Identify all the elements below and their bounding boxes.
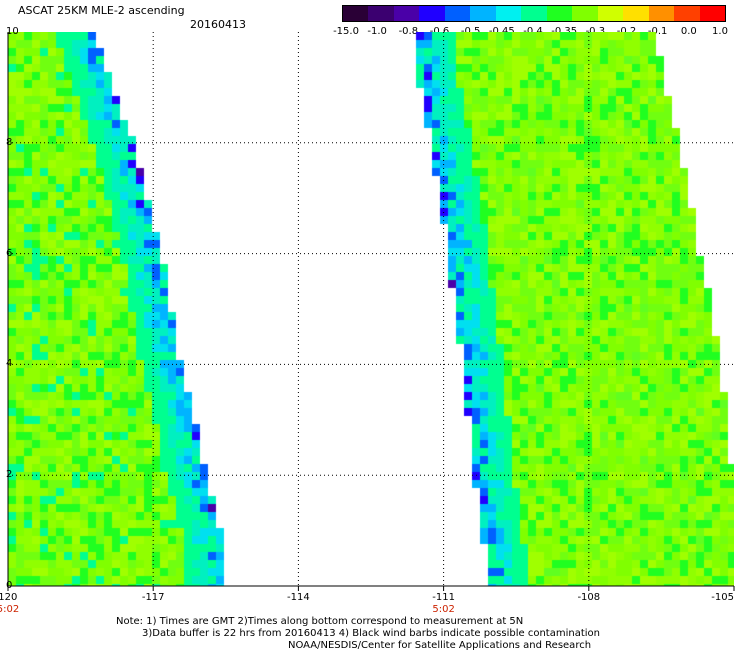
colorbar-label: -0.35 [551,26,577,37]
y-tick-label: 2 [6,469,13,481]
colorbar-swatch [674,6,700,21]
colorbar-label: -0.2 [617,26,637,37]
x-tick-label: -117 [141,592,165,603]
y-tick-label: 10 [6,26,19,37]
colorbar-swatch [393,6,420,21]
colorbar-label: -0.4 [523,26,543,37]
note-line-2: 3)Data buffer is 22 hrs from 20160413 4)… [142,628,600,639]
colorbar-swatch [597,6,624,21]
map-date: 20160413 [190,18,246,31]
colorbar-swatch [623,6,649,21]
note-line-3: NOAA/NESDIS/Center for Satellite Applica… [288,640,592,651]
colorbar-label: -0.8 [399,26,419,37]
time-label: 5:02 [0,604,20,615]
colorbar-swatch [470,6,496,21]
colorbar-label: -0.5 [461,26,481,37]
colorbar-swatch [546,6,573,21]
colorbar-label: -15.0 [333,26,359,37]
colorbar-label: -0.6 [430,26,450,37]
time-label: 5:02 [432,604,455,615]
colorbar-swatch [368,6,394,21]
x-tick-label: -111 [432,592,455,603]
colorbar-swatch [699,6,726,21]
y-tick-label: 6 [6,247,13,259]
x-tick-label: -108 [577,592,601,603]
colorbar [342,5,726,22]
colorbar-swatch [419,6,445,21]
wind-swath-canvas [8,32,734,586]
colorbar-swatch [444,6,471,21]
colorbar-label: -0.3 [586,26,606,37]
y-tick-label: 4 [6,358,13,370]
colorbar-label: -0.1 [648,26,668,37]
colorbar-swatch [521,6,547,21]
colorbar-label: 1.0 [712,26,728,37]
colorbar-swatch [495,6,522,21]
colorbar-swatch [572,6,598,21]
note-line-1: Note: 1) Times are GMT 2)Times along bot… [116,616,524,627]
colorbar-swatch [648,6,675,21]
y-tick-label: 8 [6,136,13,148]
colorbar-label: 0.0 [681,26,697,37]
map-title: ASCAT 25KM MLE-2 ascending [18,4,185,17]
colorbar-label: -1.0 [367,26,387,37]
colorbar-label: -0.45 [489,26,515,37]
x-tick-label: -114 [287,592,310,603]
map-plot-area [8,32,734,586]
x-tick-label: -105 [711,592,734,603]
x-tick-label: -120 [0,592,18,603]
y-tick-label: 0 [6,580,13,591]
colorbar-swatch [343,6,369,21]
